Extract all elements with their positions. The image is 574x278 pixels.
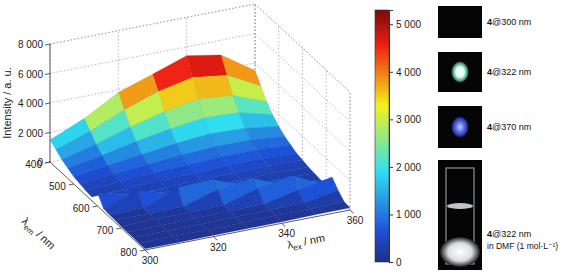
grid-line bbox=[302, 48, 303, 166]
x-tick bbox=[213, 237, 217, 240]
colorbar-tick-mark bbox=[389, 119, 393, 120]
z-tick bbox=[45, 74, 50, 75]
figure: 40050060070080030032034036002 0004 0006 … bbox=[0, 0, 574, 278]
y-tick bbox=[93, 206, 98, 207]
annotation: 4@322 nm bbox=[487, 229, 531, 239]
box-edge bbox=[50, 4, 255, 44]
photo bbox=[438, 106, 482, 148]
x-tick bbox=[350, 210, 354, 213]
photo-glow bbox=[440, 237, 480, 267]
colorbar-tick: 4 000 bbox=[389, 67, 421, 78]
z-tick bbox=[45, 162, 50, 163]
colorbar-tick: 0 bbox=[389, 257, 402, 268]
surface-cell bbox=[233, 95, 273, 114]
y-axis-title: λem / nm bbox=[18, 215, 58, 254]
surface-cell bbox=[187, 55, 227, 77]
colorbar-axis-line bbox=[390, 11, 394, 263]
walls bbox=[50, 4, 350, 210]
y-tick bbox=[45, 162, 50, 163]
x-tick-label: 320 bbox=[210, 242, 227, 253]
y-axis-line bbox=[50, 162, 145, 250]
colorbar-tick-mark bbox=[389, 72, 393, 73]
surface-cell bbox=[242, 216, 282, 229]
z-axis-title: Intensity / a. u. bbox=[1, 67, 13, 139]
z-tick bbox=[45, 44, 50, 45]
annotation: in DMF (1 mol·L⁻¹) bbox=[487, 241, 558, 251]
z-tick-label: 6 000 bbox=[18, 69, 43, 80]
box-edge bbox=[255, 4, 350, 92]
colorbar-tick-mark bbox=[389, 24, 393, 25]
annotation: 4@322 nm bbox=[487, 67, 531, 77]
surface-cell bbox=[207, 223, 247, 235]
z-tick-label: 2 000 bbox=[18, 128, 43, 139]
photos bbox=[438, 6, 482, 270]
x-tick-label: 360 bbox=[347, 215, 364, 226]
x-tick bbox=[282, 223, 286, 226]
colorbar-tick-label: 2 000 bbox=[396, 162, 421, 173]
annotation: 4@300 nm bbox=[487, 17, 531, 27]
surface-cell bbox=[310, 202, 350, 215]
colorbar-tick-label: 1 000 bbox=[396, 209, 421, 220]
photo-meniscus bbox=[447, 203, 473, 209]
colorbar-tick-mark bbox=[389, 167, 393, 168]
y-tick bbox=[69, 184, 74, 185]
photo bbox=[438, 6, 482, 38]
surface-cell bbox=[276, 209, 316, 222]
colorbar-tick-label: 4 000 bbox=[396, 67, 421, 78]
colorbar-tick: 5 000 bbox=[389, 19, 421, 30]
colorbar-tick: 3 000 bbox=[389, 114, 421, 125]
surface bbox=[50, 55, 350, 249]
y-tick bbox=[116, 228, 121, 229]
x-axis-line bbox=[145, 210, 350, 250]
colorbar-tick: 1 000 bbox=[389, 209, 421, 220]
grid-line bbox=[50, 4, 255, 44]
box-edge bbox=[350, 92, 351, 210]
annotation: 4@370 nm bbox=[487, 122, 531, 132]
y-tick-label: 500 bbox=[49, 181, 66, 192]
z-tick bbox=[45, 133, 50, 134]
photo bbox=[438, 160, 482, 270]
z-tick-label: 4 000 bbox=[18, 98, 43, 109]
z-tick bbox=[45, 103, 50, 104]
z-tick-label: 8 000 bbox=[18, 39, 43, 50]
photo-glow bbox=[451, 116, 469, 138]
surface-cell bbox=[193, 75, 233, 99]
colorbar-tick-label: 0 bbox=[396, 257, 402, 268]
colorbar bbox=[375, 10, 389, 262]
y-tick-label: 700 bbox=[97, 225, 114, 236]
surface-cell bbox=[239, 113, 279, 129]
x-tick-label: 300 bbox=[142, 255, 159, 266]
colorbar-tick-label: 5 000 bbox=[396, 19, 421, 30]
colorbar-axis: 0 1 000 2 000 3 000 4 000 5 000 bbox=[389, 11, 421, 268]
annotations: 4@300 nm 4@322 nm 4@370 nm 4@322 nm in DMF (… bbox=[487, 17, 558, 251]
z-tick-label: 0 bbox=[37, 157, 43, 168]
grid-line bbox=[326, 70, 327, 188]
photo bbox=[438, 52, 482, 92]
colorbar-tick-mark bbox=[389, 262, 393, 263]
y-tick bbox=[140, 250, 145, 251]
y-tick-label: 800 bbox=[120, 247, 137, 258]
colorbar-tick-mark bbox=[389, 214, 393, 215]
y-tick-label: 600 bbox=[73, 203, 90, 214]
x-axis-title: λex / nm bbox=[286, 232, 327, 254]
photo-glow bbox=[451, 61, 469, 83]
grid-line bbox=[350, 92, 351, 210]
colorbar-tick: 2 000 bbox=[389, 162, 421, 173]
x-tick bbox=[145, 250, 149, 253]
colorbar-tick-label: 3 000 bbox=[396, 114, 421, 125]
axes: 40050060070080030032034036002 0004 0006 … bbox=[1, 39, 364, 266]
